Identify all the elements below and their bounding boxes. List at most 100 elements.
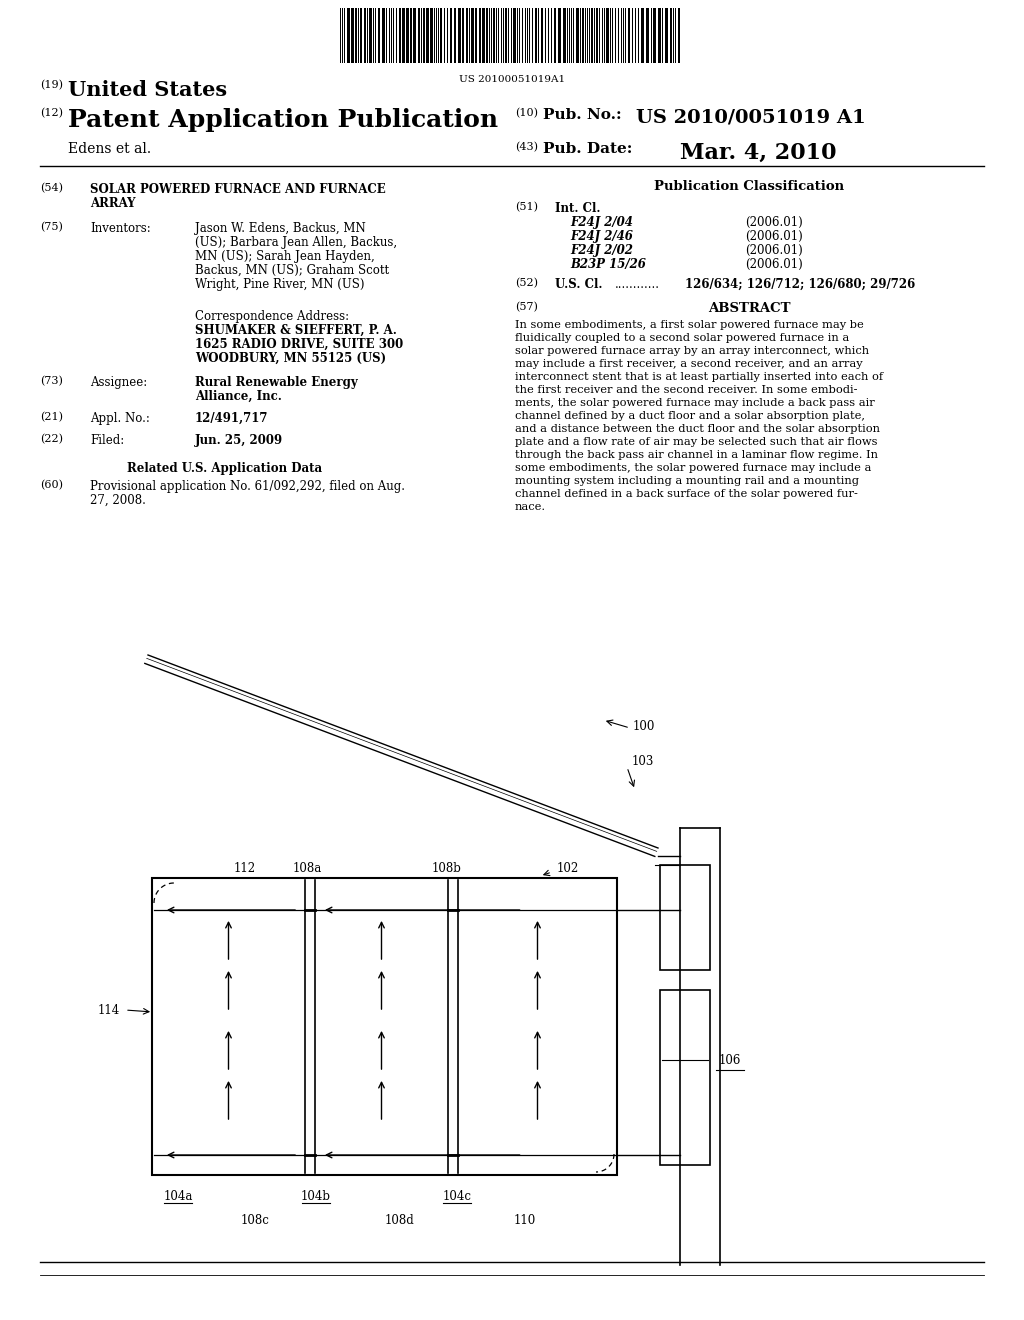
Text: and a distance between the duct floor and the solar absorption: and a distance between the duct floor an… bbox=[515, 424, 880, 434]
Bar bbox=[482, 8, 485, 63]
Bar bbox=[440, 8, 442, 63]
Text: Appl. No.:: Appl. No.: bbox=[90, 412, 150, 425]
Text: 100: 100 bbox=[633, 719, 655, 733]
Bar bbox=[364, 8, 366, 63]
Text: ............: ............ bbox=[615, 279, 660, 290]
Bar bbox=[554, 8, 556, 63]
Text: (57): (57) bbox=[515, 302, 538, 313]
Bar bbox=[458, 8, 461, 63]
Text: (2006.01): (2006.01) bbox=[745, 230, 803, 243]
Text: (75): (75) bbox=[40, 222, 62, 232]
Text: 102: 102 bbox=[557, 862, 580, 875]
Text: SHUMAKER & SIEFFERT, P. A.: SHUMAKER & SIEFFERT, P. A. bbox=[195, 323, 397, 337]
Text: (2006.01): (2006.01) bbox=[745, 244, 803, 257]
Bar bbox=[347, 8, 350, 63]
Text: SOLAR POWERED FURNACE AND FURNACE: SOLAR POWERED FURNACE AND FURNACE bbox=[90, 183, 386, 195]
Text: 108a: 108a bbox=[293, 862, 322, 875]
Text: through the back pass air channel in a laminar flow regime. In: through the back pass air channel in a l… bbox=[515, 450, 878, 459]
Bar bbox=[641, 8, 644, 63]
Bar bbox=[369, 8, 372, 63]
Bar bbox=[406, 8, 409, 63]
Text: Assignee:: Assignee: bbox=[90, 376, 147, 389]
Text: some embodiments, the solar powered furnace may include a: some embodiments, the solar powered furn… bbox=[515, 463, 871, 473]
Text: Alliance, Inc.: Alliance, Inc. bbox=[195, 389, 282, 403]
Text: U.S. Cl.: U.S. Cl. bbox=[555, 279, 602, 290]
Bar bbox=[382, 8, 385, 63]
Text: the first receiver and the second receiver. In some embodi-: the first receiver and the second receiv… bbox=[515, 385, 857, 395]
Bar bbox=[399, 8, 401, 63]
Bar bbox=[606, 8, 609, 63]
Text: Rural Renewable Energy: Rural Renewable Energy bbox=[195, 376, 357, 389]
Text: 104a: 104a bbox=[163, 1191, 193, 1203]
Bar bbox=[678, 8, 680, 63]
Text: (2006.01): (2006.01) bbox=[745, 216, 803, 228]
Text: B23P 15/26: B23P 15/26 bbox=[570, 257, 646, 271]
Text: 112: 112 bbox=[233, 862, 256, 875]
Bar bbox=[582, 8, 584, 63]
Text: 104b: 104b bbox=[301, 1191, 331, 1203]
Text: Int. Cl.: Int. Cl. bbox=[555, 202, 600, 215]
Bar bbox=[418, 8, 420, 63]
Text: Provisional application No. 61/092,292, filed on Aug.: Provisional application No. 61/092,292, … bbox=[90, 480, 406, 492]
Bar bbox=[410, 8, 412, 63]
Bar bbox=[423, 8, 425, 63]
Bar bbox=[653, 8, 656, 63]
Text: Mar. 4, 2010: Mar. 4, 2010 bbox=[680, 143, 837, 164]
Text: nace.: nace. bbox=[515, 502, 546, 512]
Bar bbox=[660, 865, 710, 970]
Bar bbox=[378, 8, 380, 63]
Bar bbox=[355, 8, 357, 63]
Text: US 2010/0051019 A1: US 2010/0051019 A1 bbox=[636, 108, 865, 125]
Text: 27, 2008.: 27, 2008. bbox=[90, 494, 145, 507]
Text: ments, the solar powered furnace may include a back pass air: ments, the solar powered furnace may inc… bbox=[515, 399, 874, 408]
Text: Jason W. Edens, Backus, MN: Jason W. Edens, Backus, MN bbox=[195, 222, 366, 235]
Bar bbox=[665, 8, 668, 63]
Bar bbox=[513, 8, 516, 63]
Bar bbox=[505, 8, 507, 63]
Text: US 20100051019A1: US 20100051019A1 bbox=[459, 75, 565, 84]
Text: (US); Barbara Jean Allen, Backus,: (US); Barbara Jean Allen, Backus, bbox=[195, 236, 397, 249]
Bar bbox=[535, 8, 537, 63]
Bar bbox=[670, 8, 672, 63]
Text: F24J 2/46: F24J 2/46 bbox=[570, 230, 633, 243]
Bar bbox=[646, 8, 649, 63]
Text: (52): (52) bbox=[515, 279, 538, 288]
Text: In some embodiments, a first solar powered furnace may be: In some embodiments, a first solar power… bbox=[515, 319, 864, 330]
Text: 108c: 108c bbox=[241, 1214, 269, 1228]
Text: solar powered furnace array by an array interconnect, which: solar powered furnace array by an array … bbox=[515, 346, 869, 356]
Text: Wright, Pine River, MN (US): Wright, Pine River, MN (US) bbox=[195, 279, 365, 290]
Text: (60): (60) bbox=[40, 480, 63, 490]
Bar bbox=[152, 878, 617, 1175]
Text: Pub. Date:: Pub. Date: bbox=[543, 143, 633, 156]
Bar bbox=[541, 8, 543, 63]
Bar bbox=[413, 8, 416, 63]
Bar bbox=[596, 8, 598, 63]
Text: fluidically coupled to a second solar powered furnace in a: fluidically coupled to a second solar po… bbox=[515, 333, 849, 343]
Text: 108d: 108d bbox=[385, 1214, 415, 1228]
Bar bbox=[591, 8, 593, 63]
Text: interconnect stent that is at least partially inserted into each of: interconnect stent that is at least part… bbox=[515, 372, 883, 381]
Text: Pub. No.:: Pub. No.: bbox=[543, 108, 622, 121]
Text: (10): (10) bbox=[515, 108, 538, 119]
Text: Jun. 25, 2009: Jun. 25, 2009 bbox=[195, 434, 283, 447]
Text: may include a first receiver, a second receiver, and an array: may include a first receiver, a second r… bbox=[515, 359, 862, 370]
Text: channel defined by a duct floor and a solar absorption plate,: channel defined by a duct floor and a so… bbox=[515, 411, 865, 421]
Text: Correspondence Address:: Correspondence Address: bbox=[195, 310, 349, 323]
Text: ARRAY: ARRAY bbox=[90, 197, 135, 210]
Bar bbox=[475, 8, 477, 63]
Text: 103: 103 bbox=[632, 755, 654, 768]
Text: Backus, MN (US); Graham Scott: Backus, MN (US); Graham Scott bbox=[195, 264, 389, 277]
Bar bbox=[430, 8, 433, 63]
Text: (51): (51) bbox=[515, 202, 538, 213]
Text: F24J 2/04: F24J 2/04 bbox=[570, 216, 633, 228]
Bar bbox=[558, 8, 561, 63]
Text: channel defined in a back surface of the solar powered fur-: channel defined in a back surface of the… bbox=[515, 488, 858, 499]
Bar bbox=[479, 8, 481, 63]
Text: (19): (19) bbox=[40, 81, 63, 90]
Text: (2006.01): (2006.01) bbox=[745, 257, 803, 271]
Text: (54): (54) bbox=[40, 183, 63, 193]
Text: plate and a flow rate of air may be selected such that air flows: plate and a flow rate of air may be sele… bbox=[515, 437, 878, 447]
Text: 114: 114 bbox=[97, 1003, 120, 1016]
Text: (21): (21) bbox=[40, 412, 63, 422]
Text: Edens et al.: Edens et al. bbox=[68, 143, 152, 156]
